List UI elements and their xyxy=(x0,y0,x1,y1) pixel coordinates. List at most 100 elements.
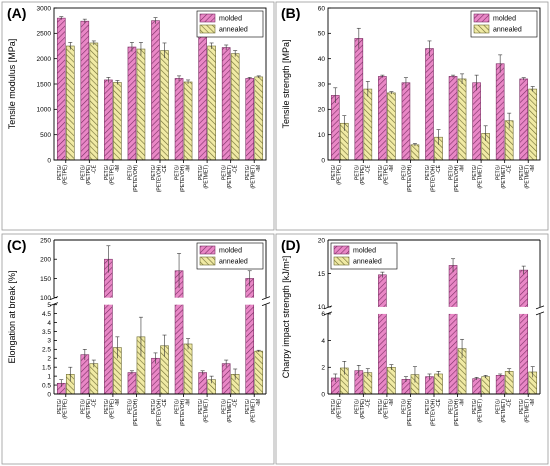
x-category-label-line: (PETEVOH) xyxy=(157,165,163,193)
x-category-label-line: (PETMET) xyxy=(525,399,531,423)
error-bar xyxy=(153,352,158,364)
x-category-label: PETG/(PETEVOH)-IM xyxy=(175,164,192,192)
y-tick-label: 1000 xyxy=(37,107,52,114)
y-tick-label: 60 xyxy=(318,5,326,12)
x-category-label: PETG/(PETPE) xyxy=(57,164,69,184)
y-tick-label: 500 xyxy=(40,132,51,139)
series-molded xyxy=(56,16,255,161)
x-category-label: PETG/(PETMET) xyxy=(198,164,210,188)
y-tick-label: 4 xyxy=(47,320,51,327)
axis-break-mark xyxy=(535,305,545,310)
bar-annealed xyxy=(387,367,396,395)
y-tick-label: 250 xyxy=(40,237,51,244)
panel-letter: (A) xyxy=(7,5,26,21)
x-category-label-line: (PETEVOH) xyxy=(407,399,413,427)
x-category-label: PETG/(PETEVOH)-IM xyxy=(449,398,466,426)
bar-annealed xyxy=(183,81,193,161)
bar-molded xyxy=(519,269,529,395)
error-bar xyxy=(106,245,111,273)
error-bar xyxy=(59,16,64,20)
y-tick-label: 5 xyxy=(47,302,51,309)
series-molded xyxy=(330,258,529,395)
error-bar xyxy=(106,77,111,83)
error-bar xyxy=(91,40,96,45)
panel-letter: (B) xyxy=(281,5,300,21)
x-category-label-line: (PETMET) xyxy=(251,399,257,423)
bar-annealed xyxy=(254,350,264,395)
y-tick-label: 4.5 xyxy=(42,311,51,318)
series-annealed xyxy=(65,316,264,395)
error-bar xyxy=(200,370,205,375)
y-tick-label: 1.5 xyxy=(42,365,51,372)
legend-label-molded: molded xyxy=(219,248,242,255)
axis-break-mark xyxy=(261,302,271,307)
legend-swatch-annealed xyxy=(473,24,490,34)
y-tick-label: 200 xyxy=(40,257,51,264)
x-category-label-line: PETG/ xyxy=(198,164,204,180)
x-category-label-line: (PETEVOH) xyxy=(157,399,163,427)
bar-molded xyxy=(519,78,529,161)
x-category-label-line: (PETEVOH) xyxy=(454,399,460,427)
x-category-label-line: -CE xyxy=(436,164,442,173)
error-bar xyxy=(82,18,87,24)
x-category-label-line: PETG/ xyxy=(378,164,384,180)
x-category-label-line: PETG/ xyxy=(519,164,525,180)
y-tick-label: 2000 xyxy=(37,56,52,63)
x-category-label: PETG/(PETPE)-IM xyxy=(378,164,395,184)
x-category-label: PETG/(PETMET)-CE xyxy=(496,398,513,422)
y-tick-label: 1 xyxy=(47,373,51,380)
x-category-label: PETG/(PETPE)-CE xyxy=(80,164,97,184)
error-bar xyxy=(474,74,479,91)
x-category-label-line: PETG/ xyxy=(175,398,181,414)
x-category-label: PETG/(PETPE) xyxy=(331,398,343,418)
error-bar xyxy=(162,334,167,357)
bar-molded xyxy=(354,38,364,161)
error-bar xyxy=(530,366,535,378)
error-bar xyxy=(427,40,432,57)
y-tick-label: 3 xyxy=(47,338,51,345)
error-bar xyxy=(498,373,503,377)
x-category-label-line: -IM xyxy=(186,165,192,172)
x-category-label-line: PETG/ xyxy=(175,164,181,180)
x-category-label-line: -CE xyxy=(233,398,239,407)
x-category-label-line: PETG/ xyxy=(198,398,204,414)
error-bar xyxy=(342,115,347,131)
axis-break-mark xyxy=(323,311,333,316)
y-tick-label: 0 xyxy=(47,157,51,164)
bar-molded xyxy=(198,23,207,161)
y-tick-label: 100 xyxy=(40,295,51,302)
x-category-label: PETG/(PETMET)-CE xyxy=(222,164,239,188)
x-category-label: PETG/(PETMET) xyxy=(472,398,484,422)
x-category-label-line: PETG/ xyxy=(378,398,384,414)
error-bar xyxy=(129,42,134,52)
x-category-label-line: (PETEVOH) xyxy=(407,165,413,193)
x-category-label-line: -IM xyxy=(530,399,536,406)
bar-molded xyxy=(472,82,481,161)
y-tick-label: 1500 xyxy=(37,81,52,88)
bar-molded xyxy=(495,375,505,395)
x-category-label-line: PETG/ xyxy=(354,164,360,180)
x-category-label-line: PETG/ xyxy=(104,398,110,414)
legend-swatch-annealed xyxy=(333,256,350,266)
bar-annealed xyxy=(410,144,420,161)
bar-annealed xyxy=(254,76,264,161)
x-category-label-line: (PETMET) xyxy=(251,165,257,189)
y-axis-label: Tensile modulus [MPa] xyxy=(7,39,17,130)
error-bar xyxy=(177,75,182,81)
x-category-label-line: PETG/ xyxy=(472,164,478,180)
bar-annealed xyxy=(113,82,122,161)
x-category-label-line: (PETMET) xyxy=(227,399,233,423)
bar-annealed xyxy=(481,376,490,395)
error-bar xyxy=(365,81,370,97)
error-bar xyxy=(380,271,385,278)
legend-swatch-molded xyxy=(199,245,216,255)
legend: molded annealed xyxy=(196,242,264,270)
error-bar xyxy=(356,27,361,49)
error-bar xyxy=(521,77,526,81)
x-category-label-line: -IM xyxy=(530,165,536,172)
y-tick-label: 0 xyxy=(321,391,325,398)
x-category-label-line: PETG/ xyxy=(127,164,133,180)
x-category-label-line: (PETEVOH) xyxy=(133,399,139,427)
x-category-label-line: PETG/ xyxy=(80,398,86,414)
